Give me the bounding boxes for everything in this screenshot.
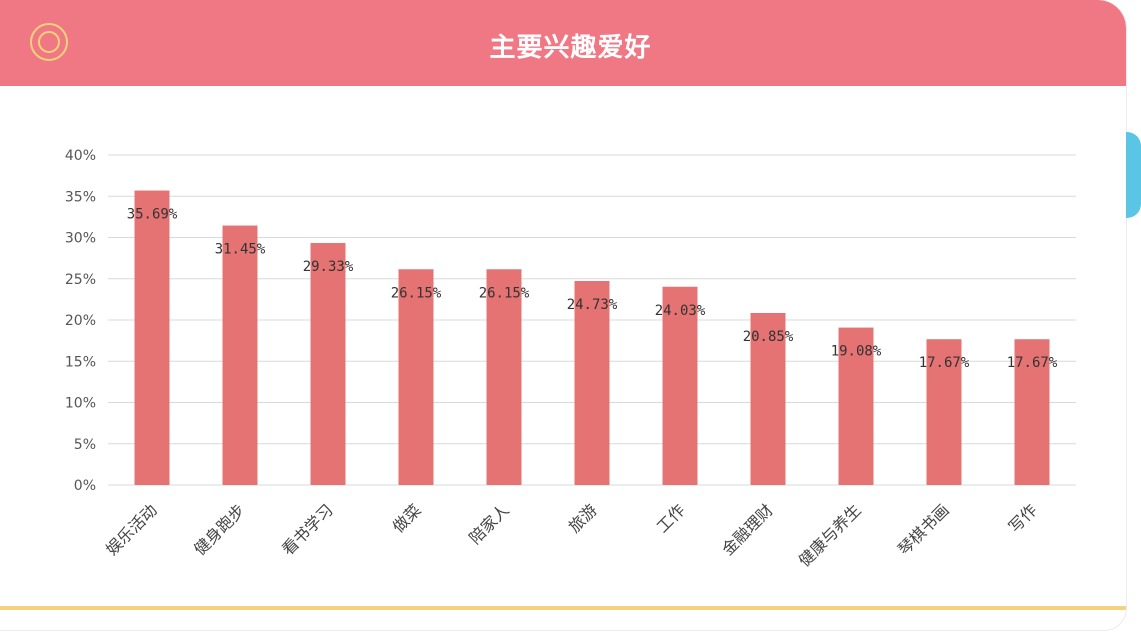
y-tick-label: 20% xyxy=(65,313,96,329)
bar xyxy=(750,312,786,485)
data-label: 29.33% xyxy=(303,259,354,275)
y-tick-label: 40% xyxy=(65,148,96,164)
bar xyxy=(926,339,962,485)
x-tick-label: 看书学习 xyxy=(278,500,337,559)
y-tick-label: 25% xyxy=(65,272,96,288)
data-label: 26.15% xyxy=(391,285,442,301)
x-tick-label: 陪家人 xyxy=(465,500,512,547)
y-tick-label: 15% xyxy=(65,354,96,370)
data-label: 24.03% xyxy=(655,303,706,319)
bar xyxy=(222,225,258,485)
data-label: 17.67% xyxy=(919,355,970,371)
bar-chart: 0% 5% 10% 15% 20% 25% 30% 35% 40% 35.69% 娱乐活动 31.45… xyxy=(65,148,1076,570)
bar xyxy=(134,190,170,485)
x-tick-label: 娱乐活动 xyxy=(102,500,161,559)
x-tick-label: 做菜 xyxy=(389,500,425,536)
page-title: 主要兴趣爱好 xyxy=(489,33,652,63)
x-tick-label: 健身跑步 xyxy=(190,500,249,559)
y-tick-label: 0% xyxy=(74,478,96,494)
bar xyxy=(662,286,698,485)
data-label: 19.08% xyxy=(831,344,882,360)
x-tick-label: 健康与养生 xyxy=(795,500,865,570)
x-tick-label: 琴棋书画 xyxy=(894,500,953,559)
concentric-circle-icon xyxy=(30,23,68,61)
bar xyxy=(310,243,346,485)
side-tab[interactable] xyxy=(1126,132,1141,218)
data-label: 20.85% xyxy=(743,329,794,345)
x-tick-label: 旅游 xyxy=(565,500,601,536)
x-tick-label: 工作 xyxy=(653,500,689,536)
data-label: 26.15% xyxy=(479,285,530,301)
y-tick-label: 35% xyxy=(65,189,96,205)
x-tick-label: 金融理财 xyxy=(718,500,777,559)
header-bar xyxy=(0,0,1126,86)
bar xyxy=(486,269,522,485)
bar xyxy=(1014,339,1050,485)
data-label: 24.73% xyxy=(567,297,618,313)
x-tick-label: 写作 xyxy=(1005,500,1041,536)
y-tick-label: 10% xyxy=(65,396,96,412)
data-label: 31.45% xyxy=(215,242,266,258)
footer-accent-line xyxy=(0,606,1126,610)
bar xyxy=(574,280,610,485)
data-label: 35.69% xyxy=(127,207,178,223)
y-tick-label: 5% xyxy=(74,437,96,453)
data-label: 17.67% xyxy=(1007,355,1058,371)
bar xyxy=(398,269,434,485)
y-tick-label: 30% xyxy=(65,231,96,247)
bar xyxy=(838,327,874,485)
